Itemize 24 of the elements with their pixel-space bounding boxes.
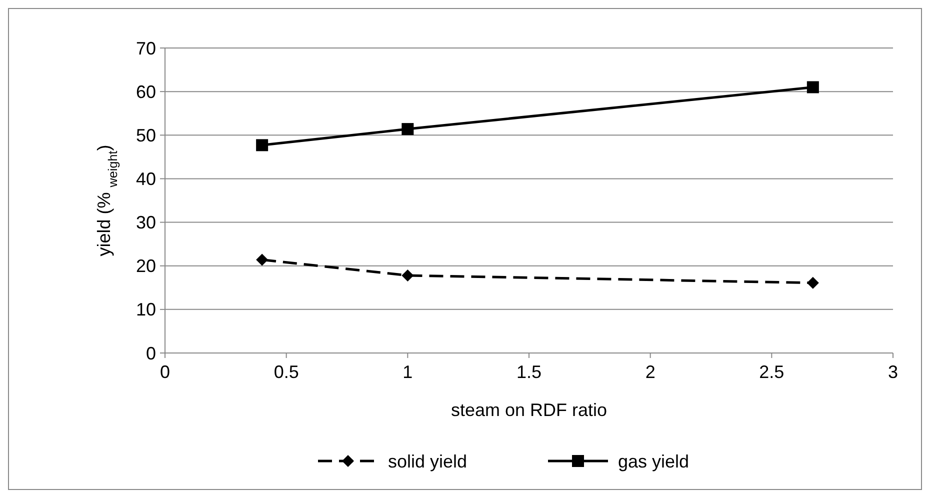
x-tick-label: 3: [888, 362, 898, 382]
y-tick-label: 50: [136, 125, 156, 146]
legend-label: gas yield: [618, 451, 690, 472]
y-tick-label: 30: [136, 212, 156, 233]
x-tick-label: 2: [645, 362, 656, 382]
point: [402, 123, 414, 136]
legend-label: solid yield: [388, 451, 468, 472]
point: [256, 254, 268, 266]
x-tick-label: 0.5: [274, 362, 299, 382]
x-axis-title: steam on RDF ratio: [450, 400, 608, 420]
y-tick-label: 70: [136, 38, 156, 58]
y-tick-label: 20: [136, 256, 156, 276]
y-tick-label: 40: [136, 169, 156, 190]
x-tick-label: 0: [160, 362, 170, 382]
y-tick-label: 60: [136, 82, 156, 102]
x-tick-label: 2.5: [759, 362, 784, 382]
x-tick-label: 1: [402, 362, 413, 382]
point: [806, 276, 819, 289]
y-tick-label: 10: [136, 300, 156, 320]
point: [256, 139, 268, 152]
x-tick-label: 1.5: [516, 362, 542, 382]
point: [806, 81, 819, 94]
point: [402, 269, 414, 282]
y-tick-label: 0: [146, 343, 156, 364]
